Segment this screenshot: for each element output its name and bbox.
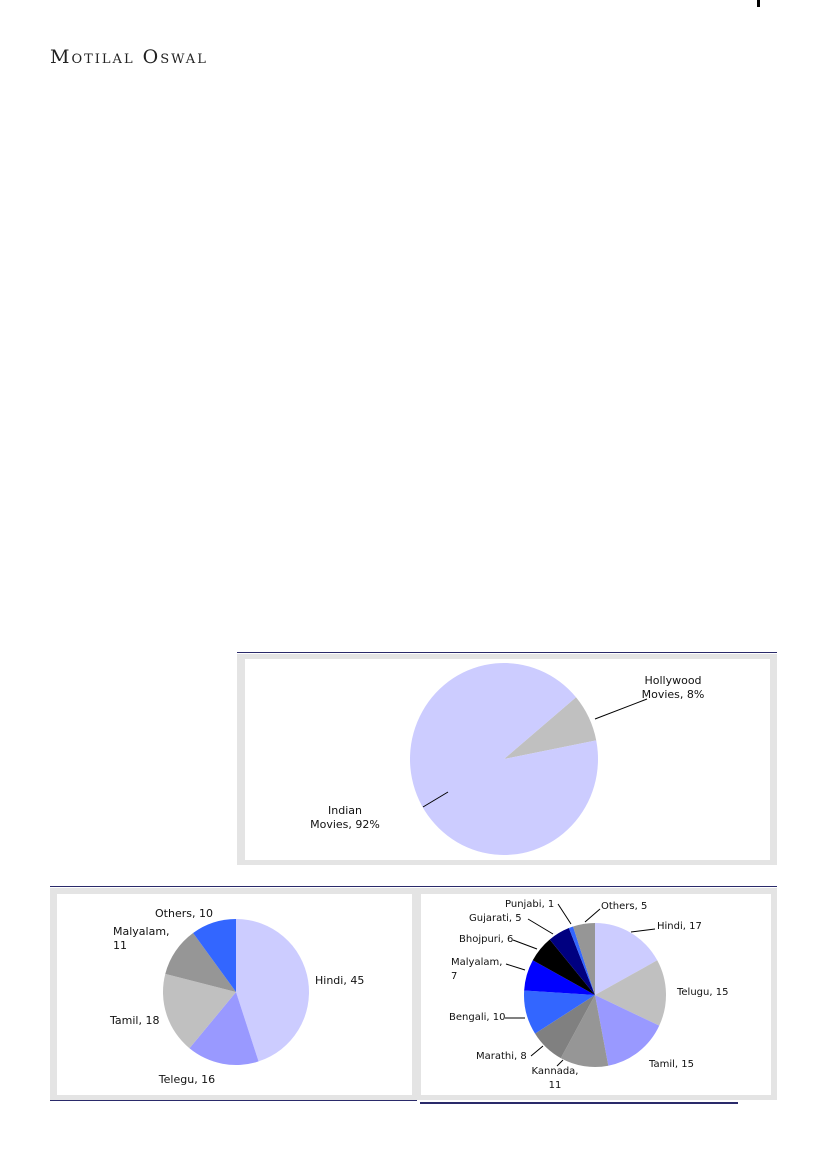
leader-line-kannada [556, 1059, 564, 1067]
movies-share-pie-chart: Hollywood Movies, 8% Indian Movies, 92% [310, 662, 705, 855]
leader-line-malyalam [505, 963, 526, 971]
pie-slice-telugu [595, 960, 667, 1026]
pie-slice-marathi [535, 995, 595, 1059]
brand-logo: Motilal Oswal [50, 46, 208, 68]
leader-line-indian-movies [422, 791, 449, 808]
chart1-top-rule [237, 652, 777, 653]
data-label-telegu: Telegu, 16 [158, 1073, 215, 1086]
data-label-indian-movies: Indian Movies, 92% [310, 804, 380, 831]
data-label-tamil: Tamil, 18 [109, 1014, 159, 1027]
data-label-others: Others, 5 [601, 901, 647, 912]
data-label-hindi: Hindi, 45 [315, 974, 364, 987]
data-label-hindi: Hindi, 17 [657, 921, 702, 932]
pie-slice-tamil [162, 973, 236, 1049]
pie-slice-malyalam [524, 960, 595, 995]
data-label-bengali: Bengali, 10 [449, 1012, 505, 1023]
leader-line-others [584, 908, 601, 923]
chart3-plot-area: Hindi, 17 Telugu, 15 Tamil, 15 Kannada, 11 Ma… [421, 894, 771, 1095]
leader-line-gujarati [527, 918, 554, 935]
leader-line-hindi [630, 928, 656, 933]
chart1-panel: Hollywood Movies, 8% Indian Movies, 92% [237, 654, 777, 865]
chart2-plot-area: Hindi, 45 Telegu, 16 Tamil, 18 Malyalam, 11 O… [57, 894, 412, 1095]
pie-slice-gujarati [549, 928, 595, 995]
pie-slice-hindi [595, 923, 658, 995]
data-label-marathi: Marathi, 8 [476, 1051, 527, 1062]
data-label-tamil: Tamil, 15 [648, 1059, 694, 1070]
language-share-pie-chart-b: Hindi, 17 Telugu, 15 Tamil, 15 Kannada, 11 Ma… [449, 899, 728, 1091]
pie-slice-tamil [595, 995, 660, 1066]
data-label-malyalam: Malyalam, 7 [451, 957, 502, 982]
pie-slice-indian-movies [409, 662, 598, 855]
chart3-panel: Hindi, 17 Telugu, 15 Tamil, 15 Kannada, 11 Ma… [417, 888, 777, 1100]
chart3-bottom-rule [420, 1102, 738, 1104]
pie-slice-kannada [560, 995, 609, 1067]
pie-slice-telegu [189, 992, 259, 1066]
pie-slice-hollywood-movies [504, 697, 597, 759]
chart1-plot-area: Hollywood Movies, 8% Indian Movies, 92% [245, 659, 770, 860]
leader-line-punjabi [557, 903, 572, 925]
data-label-malyalam: Malyalam, 11 [113, 925, 170, 952]
pie-slice-punjabi [568, 926, 595, 995]
leader-line-marathi [530, 1045, 544, 1057]
pie-slice-others [573, 923, 595, 995]
data-label-telugu: Telugu, 15 [676, 987, 728, 998]
chart2-bottom-rule [50, 1100, 417, 1101]
data-label-bhojpuri: Bhojpuri, 6 [459, 934, 513, 945]
pie-slice-bengali [523, 990, 595, 1034]
leader-line-hollywood-movies [594, 698, 648, 720]
data-label-punjabi: Punjabi, 1 [505, 899, 554, 910]
data-label-others: Others, 10 [155, 907, 213, 920]
leader-line-bhojpuri [512, 939, 538, 950]
data-label-hollywood-movies: Hollywood Movies, 8% [642, 674, 705, 701]
chart2-panel: Hindi, 45 Telegu, 16 Tamil, 18 Malyalam, 11 O… [50, 888, 417, 1100]
chart2-top-rule [50, 886, 777, 887]
pie-slice-bhojpuri [532, 939, 595, 995]
pie-slice-others [193, 919, 236, 992]
corner-mark [757, 0, 760, 7]
data-label-kannada: Kannada, 11 [532, 1066, 579, 1091]
data-label-gujarati: Gujarati, 5 [469, 913, 522, 924]
pie-slice-hindi [236, 919, 310, 1062]
language-share-pie-chart-a: Hindi, 45 Telegu, 16 Tamil, 18 Malyalam, 11 O… [109, 907, 364, 1086]
pie-slice-malyalam [165, 932, 236, 992]
